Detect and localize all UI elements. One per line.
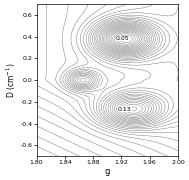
Text: 0.13: 0.13 xyxy=(118,107,132,112)
Y-axis label: D (cm$^{-1}$): D (cm$^{-1}$) xyxy=(4,62,18,98)
X-axis label: g: g xyxy=(105,167,110,176)
Text: 0.05: 0.05 xyxy=(116,36,130,41)
